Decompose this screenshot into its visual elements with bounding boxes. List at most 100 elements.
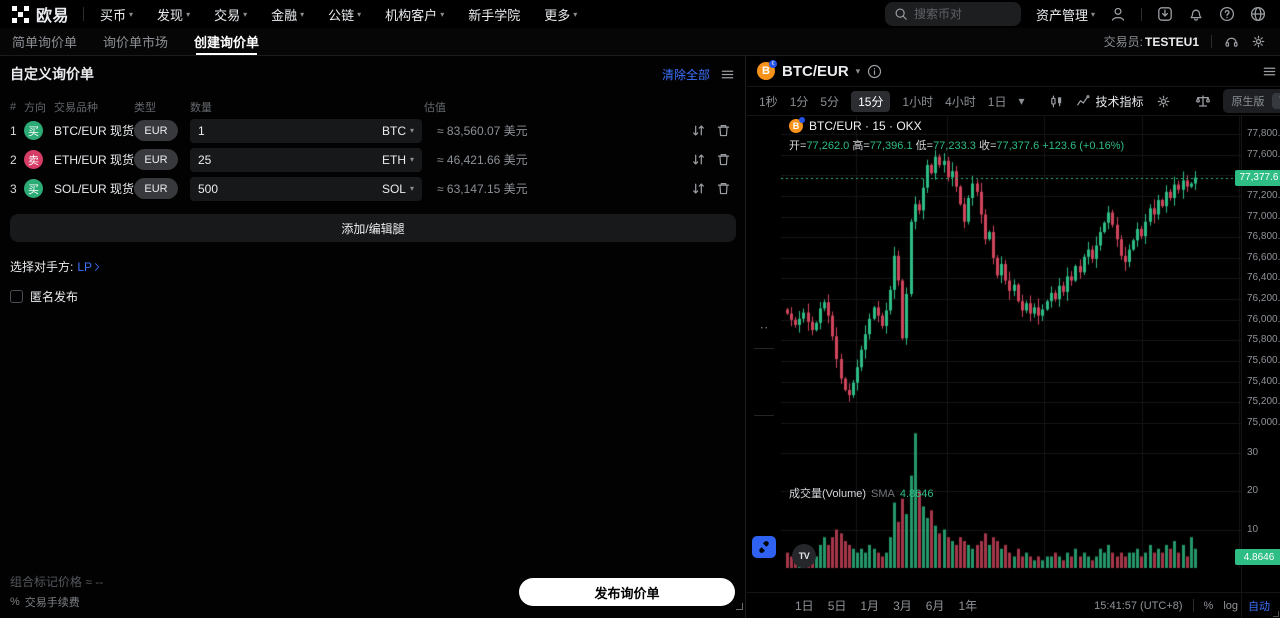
fee-label[interactable]: 交易手续费 bbox=[24, 597, 80, 609]
info-icon[interactable] bbox=[867, 64, 882, 79]
zoom-in-tool-icon[interactable] bbox=[752, 385, 776, 407]
delete-leg-icon[interactable] bbox=[716, 181, 731, 196]
nav-menu-item[interactable]: 公链 ▾ bbox=[328, 5, 361, 24]
nav-menu-item[interactable]: 更多 ▾ bbox=[544, 5, 577, 24]
nav-menu-item[interactable]: 金融 ▾ bbox=[271, 5, 304, 24]
type-pill-button[interactable]: EUR bbox=[134, 120, 178, 141]
log-scale-button[interactable]: log bbox=[1223, 599, 1238, 612]
range-tab-5日[interactable]: 5日 bbox=[827, 599, 847, 613]
panel-menu-icon[interactable] bbox=[720, 67, 735, 82]
pair-select[interactable]: ETH/EUR 现货 bbox=[54, 151, 147, 168]
amount-input[interactable]: 500 SOL ▾ bbox=[190, 176, 422, 201]
timeframe-1小时[interactable]: 1小时 bbox=[902, 94, 934, 109]
lock-tool-icon[interactable] bbox=[752, 480, 776, 502]
chart-type-icon[interactable] bbox=[1049, 94, 1064, 109]
range-tab-1月[interactable]: 1月 bbox=[860, 599, 880, 613]
xabcd-pattern-tool-icon[interactable] bbox=[752, 206, 776, 228]
pair-select[interactable]: SOL/EUR 现货 bbox=[54, 180, 147, 197]
candlestick-chart[interactable] bbox=[781, 116, 1241, 618]
projection-tool-icon[interactable] bbox=[752, 234, 776, 256]
pair-select[interactable]: BTC/EUR 现货 bbox=[54, 122, 147, 139]
tab-询价单市场[interactable]: 询价单市场 bbox=[103, 35, 169, 50]
timeframe-1分[interactable]: 1分 bbox=[789, 94, 809, 109]
divider bbox=[1141, 7, 1142, 21]
text-tool-icon[interactable] bbox=[752, 290, 776, 312]
edit-lock-tool-icon[interactable] bbox=[752, 452, 776, 474]
tab-简单询价单[interactable]: 简单询价单 bbox=[12, 35, 78, 50]
search-box[interactable] bbox=[884, 2, 1021, 26]
percent-scale-button[interactable]: % bbox=[1203, 599, 1214, 612]
swap-unit-icon[interactable] bbox=[691, 123, 706, 138]
tradingview-tab[interactable]: TradingView bbox=[1271, 93, 1280, 109]
chart-settings-icon[interactable] bbox=[1156, 94, 1171, 109]
unit-select[interactable]: SOL ▾ bbox=[382, 182, 414, 196]
crosshair-tool-icon[interactable] bbox=[752, 122, 776, 144]
nav-menu-item[interactable]: 发现 ▾ bbox=[157, 5, 190, 24]
nav-menu-item[interactable]: 机构客户 ▾ bbox=[385, 5, 444, 24]
counterparty-select[interactable]: LP bbox=[77, 260, 103, 274]
eye-hide-tool-icon[interactable] bbox=[752, 508, 776, 530]
native-version-tab[interactable]: 原生版 bbox=[1231, 96, 1265, 108]
trend-line-tool-icon[interactable] bbox=[752, 150, 776, 172]
timeframe-1秒[interactable]: 1秒 bbox=[759, 94, 778, 109]
range-tab-6月[interactable]: 6月 bbox=[925, 599, 945, 613]
chart-clock[interactable]: 15:41:57 (UTC+8) bbox=[1094, 599, 1183, 612]
type-pill-button[interactable]: EUR bbox=[134, 149, 178, 170]
link-tool-icon[interactable] bbox=[752, 536, 776, 558]
gear-icon[interactable] bbox=[1251, 34, 1266, 49]
question-icon[interactable] bbox=[1219, 6, 1235, 22]
delete-leg-icon[interactable] bbox=[716, 152, 731, 167]
okx-logo[interactable]: 欧易 bbox=[0, 2, 83, 26]
tab-创建询价单[interactable]: 创建询价单 bbox=[194, 28, 259, 55]
price-tick: 75,800.0 bbox=[1247, 334, 1280, 346]
horizontal-lines-tool-icon[interactable] bbox=[752, 178, 776, 200]
amount-input[interactable]: 25 ETH ▾ bbox=[190, 147, 422, 172]
chevron-down-icon[interactable]: ▾ bbox=[855, 65, 861, 76]
delete-leg-icon[interactable] bbox=[716, 123, 731, 138]
swap-unit-icon[interactable] bbox=[691, 152, 706, 167]
nav-menu-item[interactable]: 交易 ▾ bbox=[214, 5, 247, 24]
download-icon[interactable] bbox=[1157, 6, 1173, 22]
chart-menu-icon[interactable] bbox=[1262, 64, 1277, 79]
swap-unit-icon[interactable] bbox=[691, 181, 706, 196]
timeframe-1日[interactable]: 1日 bbox=[987, 94, 1007, 109]
nav-menu-item[interactable]: 新手学院 bbox=[468, 5, 520, 24]
magnet-tool-icon[interactable] bbox=[752, 424, 776, 446]
ruler-tool-icon[interactable] bbox=[752, 357, 776, 379]
amount-input[interactable]: 1 BTC ▾ bbox=[190, 118, 422, 143]
add-edit-legs-button[interactable]: 添加/编辑腿 bbox=[10, 214, 736, 242]
timeframe-4小时[interactable]: 4小时 bbox=[945, 94, 976, 109]
auto-scale-button[interactable]: 自动 bbox=[1248, 600, 1270, 613]
range-tab-1年[interactable]: 1年 bbox=[958, 599, 978, 613]
emoji-tool-icon[interactable] bbox=[752, 318, 776, 340]
timeframe-more-chevron-icon[interactable]: ▾ bbox=[1018, 94, 1025, 108]
unit-select[interactable]: BTC ▾ bbox=[382, 124, 414, 138]
compare-icon[interactable] bbox=[1195, 93, 1211, 109]
assets-menu[interactable]: 资产管理 ▾ bbox=[1036, 5, 1095, 24]
anonymous-checkbox[interactable] bbox=[10, 290, 23, 303]
unit-select[interactable]: ETH ▾ bbox=[382, 153, 414, 167]
brush-tool-icon[interactable] bbox=[752, 262, 776, 284]
search-input[interactable] bbox=[913, 7, 1004, 21]
range-tab-1日[interactable]: 1日 bbox=[795, 599, 814, 613]
globe-icon[interactable] bbox=[1250, 6, 1266, 22]
chevron-down-icon: ▾ bbox=[440, 9, 445, 19]
chevron-down-icon: ▾ bbox=[129, 9, 134, 19]
price-axis[interactable]: 77,800.0 77,600.0 77,200.0 77,000.0 76,800.0… bbox=[1235, 116, 1280, 618]
nav-menu-item[interactable]: 买币 ▾ bbox=[100, 5, 133, 24]
range-tab-3月[interactable]: 3月 bbox=[893, 599, 912, 613]
table-row: 3 买 SOL/EUR 现货 EUR 500 SOL ▾ ≈ 63,147.15 美元 bbox=[0, 174, 745, 203]
chart-symbol[interactable]: BTC/EUR bbox=[782, 62, 849, 80]
timeframe-5分[interactable]: 5分 bbox=[820, 94, 840, 109]
page-resize-handle[interactable] bbox=[1273, 611, 1279, 617]
indicators-button[interactable]: 技术指标 bbox=[1076, 93, 1144, 110]
clear-all-link[interactable]: 清除全部 bbox=[661, 67, 710, 82]
type-pill-button[interactable]: EUR bbox=[134, 178, 178, 199]
support-icon[interactable] bbox=[1224, 34, 1239, 49]
panel-resize-handle[interactable] bbox=[736, 603, 743, 610]
user-icon[interactable] bbox=[1110, 6, 1126, 22]
publish-rfq-button[interactable]: 发布询价单 bbox=[519, 578, 735, 606]
timeframe-15分[interactable]: 15分 bbox=[851, 90, 891, 112]
bell-icon[interactable] bbox=[1188, 6, 1204, 22]
trash-tool-icon[interactable] bbox=[752, 564, 776, 586]
